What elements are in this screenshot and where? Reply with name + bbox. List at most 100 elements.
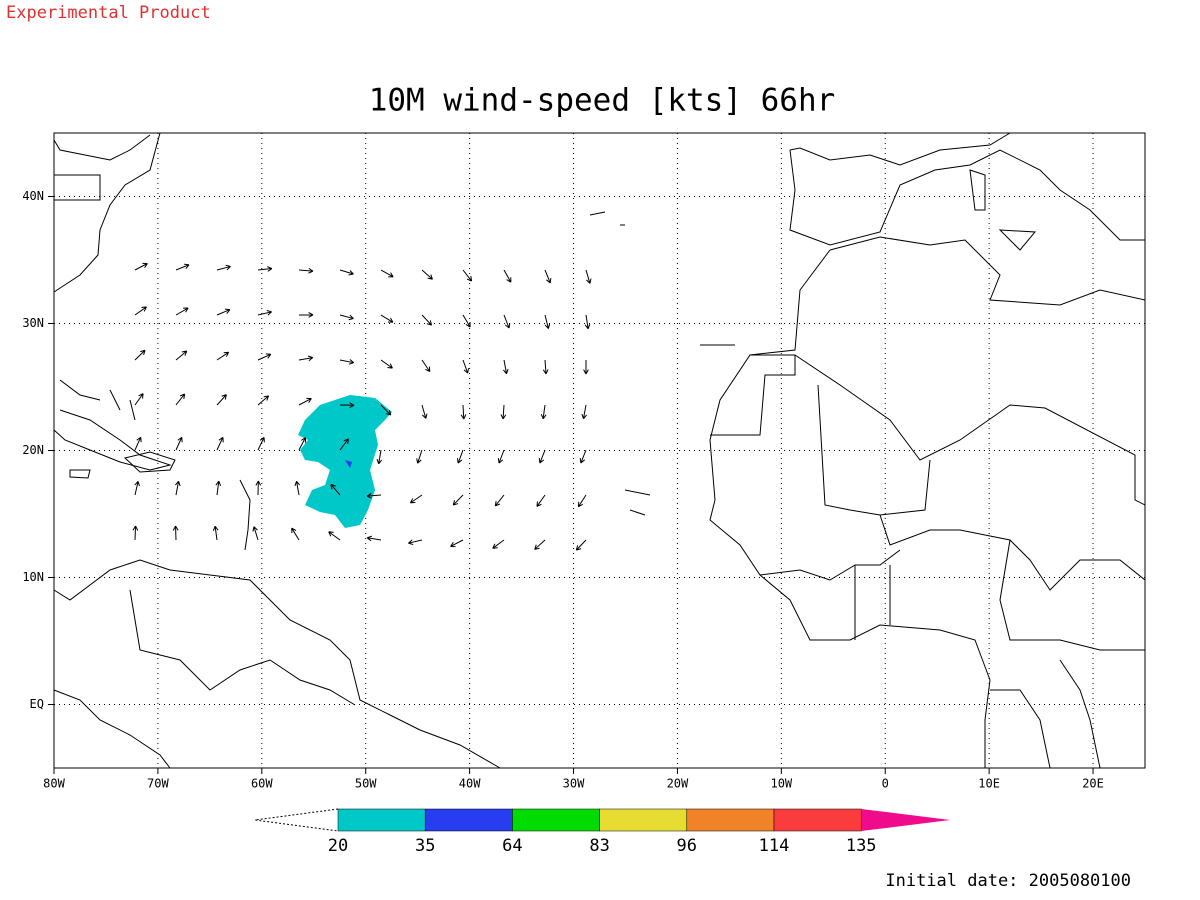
x-tick-label: 20W (667, 777, 689, 791)
colorbar-high (861, 809, 951, 831)
wind-arrow (421, 314, 433, 326)
wind-arrow (503, 269, 512, 283)
colorbar-low (254, 808, 339, 832)
wind-arrow (585, 269, 592, 284)
x-tick-label: 60W (251, 777, 273, 791)
colorbar-label: 64 (502, 836, 522, 856)
wind-arrow (175, 350, 188, 361)
wind-arrow (291, 527, 300, 541)
x-tick-label: 70W (147, 777, 169, 791)
wind-arrow (584, 314, 591, 330)
wind-arrow (409, 494, 423, 504)
wind-arrow (339, 314, 354, 321)
wind-arrow (175, 436, 183, 451)
colorbar-label: 83 (589, 836, 609, 856)
x-tick-label: 0 (882, 777, 889, 791)
wind-arrow (216, 351, 230, 361)
wind-arrow (421, 269, 433, 280)
wind-core (345, 460, 352, 468)
wind-arrow (216, 308, 231, 316)
wind-arrow (257, 353, 272, 361)
wind-arrow (500, 404, 507, 420)
wind-arrow (257, 266, 273, 272)
colorbar-box (512, 808, 600, 832)
wind-arrow (503, 359, 509, 375)
wind-arrow (366, 535, 382, 542)
wind-arrow (376, 449, 383, 465)
colorbar-box (686, 808, 775, 832)
x-tick-label: 40W (459, 777, 481, 791)
wind-arrow (294, 480, 301, 496)
initial-date: Initial date: 2005080100 (885, 871, 1131, 891)
wind-arrow (175, 307, 189, 316)
colorbar-label: 96 (677, 836, 697, 856)
wind-arrow (298, 397, 312, 406)
colorbar-label: 20 (328, 836, 348, 856)
x-tick-label: 20E (1082, 777, 1104, 791)
wind-arrow (450, 539, 464, 548)
wind-arrow (380, 404, 392, 416)
wind-arrow (339, 438, 349, 451)
colorbar-label: 35 (415, 836, 435, 856)
wind-arrow (462, 359, 470, 374)
wind-arrow (494, 494, 505, 507)
colorbar-box (337, 808, 426, 832)
product-label: Experimental Product (6, 3, 211, 23)
wind-arrow (298, 312, 314, 318)
wind-arrow (330, 483, 341, 496)
wind-arrow (380, 314, 394, 323)
wind-arrow (255, 480, 262, 496)
y-tick-label: 40N (22, 189, 44, 203)
wind-arrow (540, 404, 547, 420)
wind-arrow (536, 494, 546, 507)
wind-arrow (339, 402, 355, 409)
wind-arrow (534, 539, 546, 550)
wind-arrow (544, 314, 551, 329)
wind-arrow (132, 525, 139, 541)
wind-arrow (134, 262, 148, 271)
wind-arrow (175, 480, 181, 496)
wind-arrow (577, 494, 587, 508)
wind-arrow (134, 436, 142, 451)
wind-arrow (456, 449, 464, 464)
wind-arrow (212, 525, 219, 541)
wind-arrow (339, 359, 355, 365)
wind-arrow (257, 309, 272, 316)
y-tick-label: 20N (22, 443, 44, 457)
wind-arrow (503, 314, 511, 329)
x-tick-label: 30W (563, 777, 585, 791)
wind-arrow (460, 404, 467, 420)
map-title: 10M wind-speed [kts] 66hr (369, 83, 836, 119)
wind-arrow (538, 449, 546, 464)
colorbar-label: 114 (759, 836, 790, 856)
wind-arrow (497, 449, 505, 464)
wind-arrow (452, 494, 464, 506)
wind-arrow (421, 359, 431, 373)
wind-arrow (134, 393, 144, 406)
wind-arrow (257, 436, 265, 451)
colorbar-box (773, 808, 862, 832)
x-tick-label: 50W (355, 777, 377, 791)
y-tick-label: EQ (30, 697, 44, 711)
wind-arrow (416, 449, 423, 464)
x-tick-label: 10E (978, 777, 1000, 791)
wind-arrow (380, 269, 394, 278)
wind-arrow (298, 437, 307, 451)
x-tick-label: 10W (770, 777, 792, 791)
wind-vectors (132, 262, 592, 551)
wind-arrow (257, 395, 270, 406)
wind-arrow (581, 404, 588, 420)
wind-arrow (216, 264, 231, 271)
wind-arrow (492, 539, 505, 549)
wind-arrow (462, 314, 471, 328)
wind-arrow (421, 404, 428, 419)
wind-arrow (172, 525, 179, 541)
wind-arrow (462, 269, 473, 282)
colorbar: 20 35 64 83 96 114 135 (254, 808, 951, 856)
wind-arrow (134, 481, 140, 496)
wind-arrow (579, 449, 587, 464)
colorbar-box (599, 808, 688, 832)
colorbar-label: 135 (846, 836, 877, 856)
coastlines (53, 132, 1146, 769)
